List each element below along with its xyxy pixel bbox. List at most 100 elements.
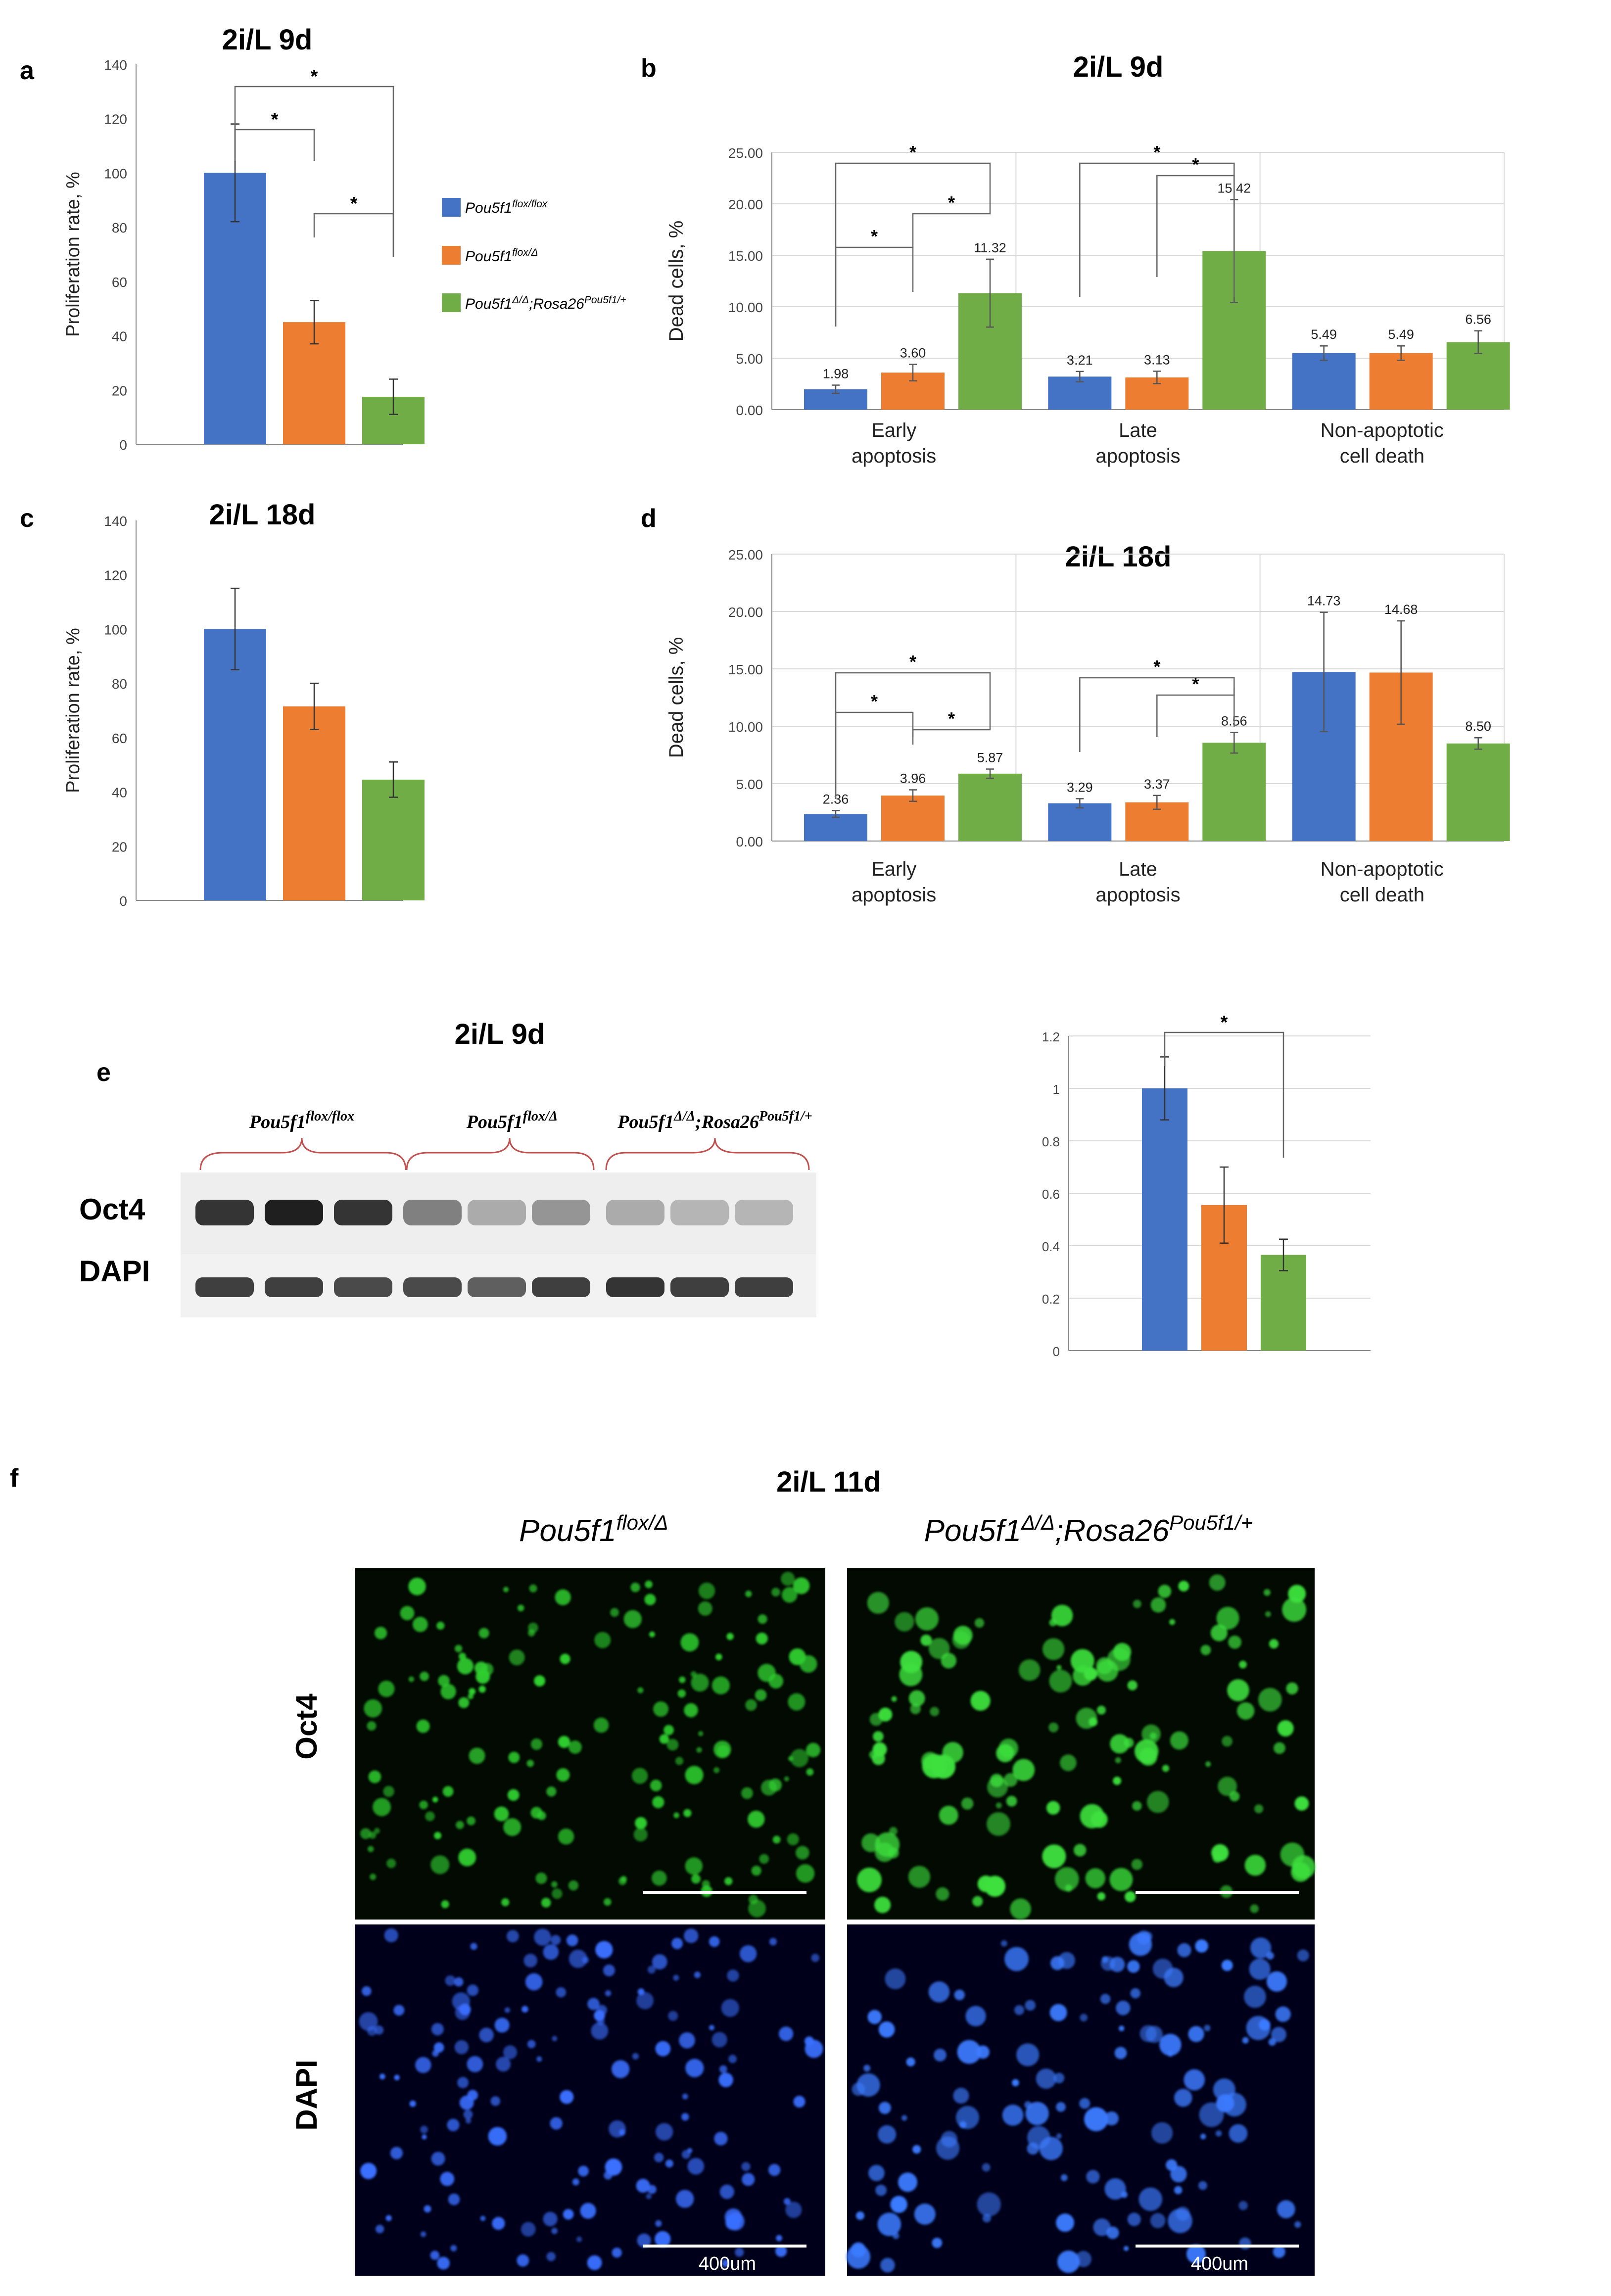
colony bbox=[360, 1828, 372, 1839]
colony bbox=[631, 1768, 648, 1784]
colony bbox=[776, 2235, 782, 2242]
colony bbox=[1104, 2111, 1119, 2126]
colony bbox=[713, 1767, 720, 1774]
y-tick-label: 140 bbox=[104, 514, 127, 529]
colony bbox=[530, 1807, 543, 1819]
colony bbox=[1093, 2218, 1111, 2236]
bar bbox=[1142, 1088, 1187, 1351]
panel-e-chart: 0 0.2 0.4 0.6 0.8 1 1.2 * bbox=[1042, 1012, 1371, 1359]
colony bbox=[438, 1675, 450, 1687]
blot-group-labels: Pou5f1flox/flox Pou5f1flox/Δ Pou5f1Δ/Δ;R… bbox=[249, 1109, 812, 1133]
colony bbox=[1014, 2005, 1025, 2015]
colony bbox=[1123, 2246, 1129, 2251]
colony bbox=[758, 1614, 767, 1624]
colony bbox=[1218, 1777, 1237, 1796]
colony bbox=[781, 1587, 798, 1603]
colony bbox=[1106, 2226, 1119, 2239]
colony bbox=[748, 1899, 766, 1918]
colony bbox=[1291, 1862, 1311, 1882]
significance-star: * bbox=[1192, 154, 1199, 175]
oct4-band bbox=[403, 1200, 462, 1225]
oct4-band bbox=[334, 1200, 392, 1225]
colony bbox=[1286, 1682, 1298, 1695]
colony bbox=[1010, 1898, 1031, 1920]
significance-star: * bbox=[909, 142, 916, 162]
colony bbox=[1012, 1759, 1035, 1781]
colony bbox=[1060, 1754, 1077, 1771]
colony bbox=[1060, 2174, 1068, 2181]
colony bbox=[386, 1858, 396, 1869]
colony bbox=[457, 2077, 469, 2089]
colony bbox=[1056, 2213, 1075, 2232]
colony bbox=[682, 2093, 688, 2100]
y-tick-label: 20 bbox=[112, 839, 127, 854]
colony bbox=[1254, 1804, 1264, 1814]
significance-star: * bbox=[1153, 142, 1160, 162]
blot-group-label-1: Pou5f1flox/Δ bbox=[466, 1109, 558, 1133]
colony bbox=[875, 1842, 895, 1862]
colony bbox=[1268, 2038, 1276, 2046]
colony bbox=[666, 1738, 679, 1751]
bar bbox=[804, 814, 867, 841]
colony bbox=[1174, 2186, 1183, 2195]
colony bbox=[450, 2245, 457, 2251]
microscopy-row-label-oct4: Oct4 bbox=[290, 1693, 323, 1760]
colony bbox=[972, 1896, 983, 1907]
scale-label-left: 400um bbox=[699, 2253, 756, 2274]
colony bbox=[651, 1870, 667, 1886]
y-tick-label: 0.6 bbox=[1042, 1187, 1060, 1202]
colony bbox=[632, 2053, 639, 2060]
colony bbox=[745, 1591, 752, 1597]
colony bbox=[360, 2162, 377, 2179]
colony bbox=[1162, 1765, 1170, 1772]
colony bbox=[915, 1607, 939, 1631]
colony bbox=[668, 2011, 678, 2021]
colony bbox=[591, 2022, 609, 2040]
colony bbox=[1127, 2212, 1141, 2226]
legend-swatch-blue bbox=[442, 198, 461, 217]
colony bbox=[1236, 1702, 1255, 1720]
colony bbox=[811, 1954, 819, 1962]
colony bbox=[379, 2073, 385, 2080]
colony bbox=[1124, 1737, 1134, 1748]
colony bbox=[555, 1589, 571, 1605]
y-tick-label: 0.4 bbox=[1042, 1239, 1060, 1254]
colony bbox=[1085, 1868, 1106, 1888]
colony bbox=[702, 1880, 710, 1888]
colony bbox=[535, 1872, 547, 1884]
colony bbox=[478, 1628, 489, 1639]
colony bbox=[1002, 2105, 1024, 2126]
colony bbox=[655, 2123, 673, 2141]
colony bbox=[685, 1857, 703, 1875]
colony bbox=[671, 1937, 683, 1950]
colony bbox=[1079, 2098, 1090, 2109]
colony bbox=[928, 1638, 950, 1659]
colony bbox=[373, 1798, 391, 1817]
colony bbox=[580, 2202, 596, 2219]
colony bbox=[684, 1928, 699, 1943]
colony bbox=[441, 1900, 449, 1909]
colony bbox=[611, 2060, 630, 2078]
colony bbox=[534, 1675, 545, 1687]
dapi-band bbox=[735, 1277, 793, 1297]
colony bbox=[683, 1809, 692, 1817]
colony bbox=[1297, 1949, 1309, 1962]
colony bbox=[987, 1812, 1010, 1836]
colony bbox=[990, 1774, 1003, 1787]
colony bbox=[718, 2072, 733, 2087]
colony bbox=[480, 2215, 486, 2221]
colony bbox=[889, 1827, 898, 1835]
colony bbox=[775, 2245, 787, 2257]
colony bbox=[474, 1661, 488, 1675]
colony bbox=[1049, 1670, 1072, 1693]
colony bbox=[1055, 1867, 1079, 1891]
dapi-band bbox=[468, 1277, 526, 1297]
significance-bracket bbox=[1079, 162, 1235, 297]
colony bbox=[637, 2233, 651, 2248]
significance-star: * bbox=[350, 193, 358, 214]
bar bbox=[1369, 353, 1433, 410]
colony bbox=[982, 2214, 991, 2223]
significance-bracket bbox=[1164, 1031, 1284, 1158]
colony bbox=[957, 2040, 981, 2064]
colony bbox=[424, 2205, 431, 2213]
